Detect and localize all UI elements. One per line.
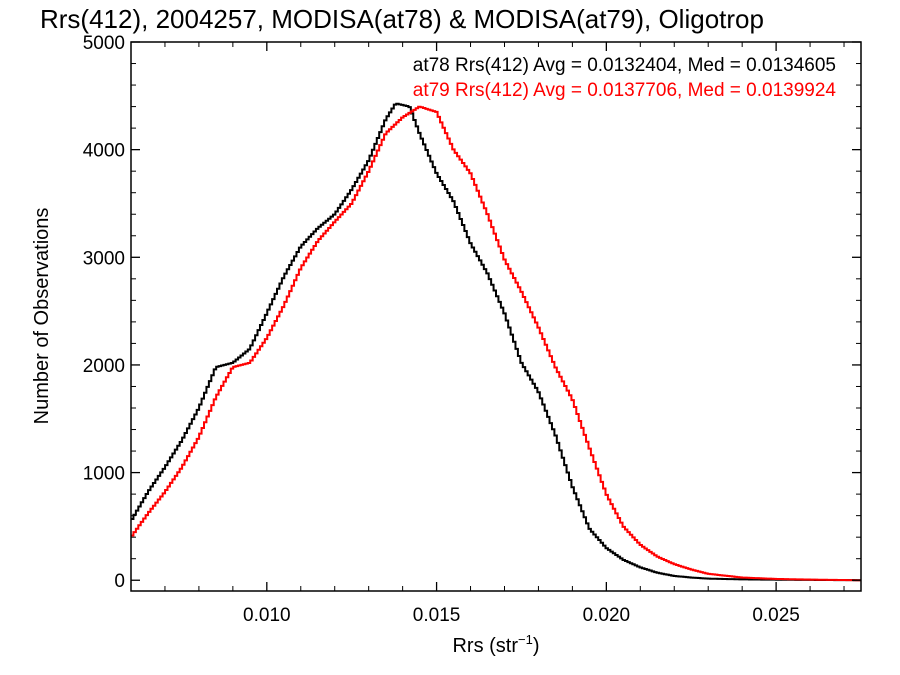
x-axis-label: Rrs (str−1) [452,632,539,657]
y-tick-label: 3000 [83,248,125,269]
legend-entry-at79: at79 Rrs(412) Avg = 0.0137706, Med = 0.0… [413,80,837,101]
x-tick-label: 0.010 [243,605,291,626]
legend-entry-at78: at78 Rrs(412) Avg = 0.0132404, Med = 0.0… [413,55,836,76]
y-axis-label: Number of Observations [31,208,53,425]
plot-frame [130,41,862,592]
tick-layer: 0.010 0.015 0.020 0.025 0 1000 2000 3000 4000 500… [83,33,861,626]
series-line-at79 [131,105,861,582]
y-tick-label: 0 [114,571,125,592]
y-tick-label: 5000 [83,33,125,54]
y-tick-label: 4000 [83,141,125,162]
chart-title: Rrs(412), 2004257, MODISA(at78) & MODISA… [40,4,764,34]
y-tick-label: 2000 [83,356,125,377]
series-line-at78 [131,102,861,582]
x-tick-label: 0.020 [583,605,631,626]
x-tick-label: 0.025 [752,605,800,626]
y-tick-label: 1000 [83,464,125,485]
series-layer [131,102,861,582]
x-tick-label: 0.015 [413,605,461,626]
